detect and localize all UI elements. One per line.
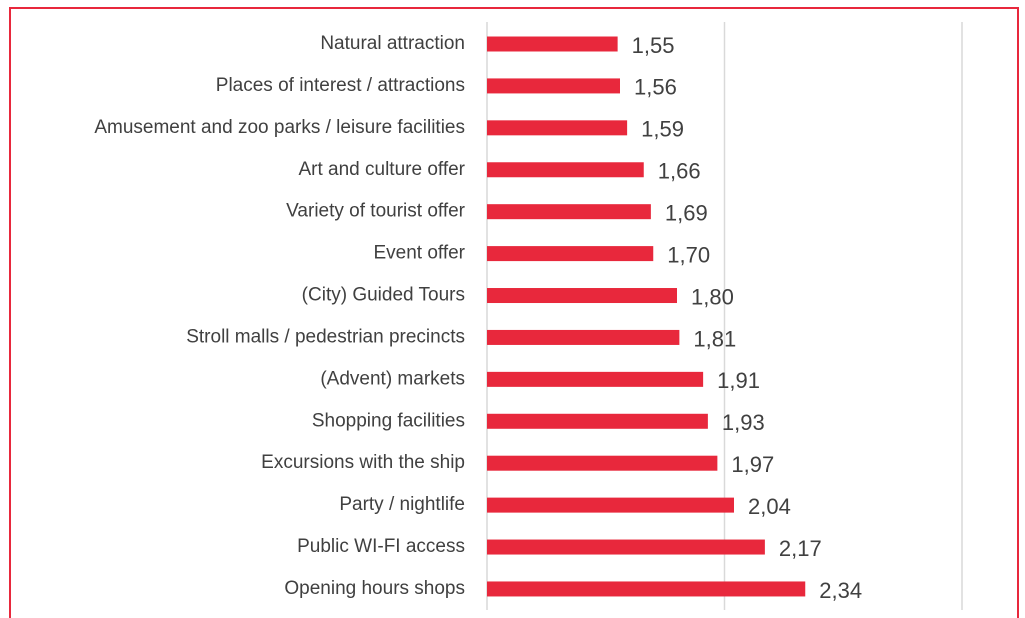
y-tick-label: Public WI-FI access	[297, 536, 465, 557]
data-label: 1,56	[634, 75, 677, 100]
y-tick-label: (City) Guided Tours	[302, 285, 465, 306]
data-label: 1,81	[693, 326, 736, 351]
frame	[9, 7, 1019, 618]
data-label: 1,69	[665, 200, 708, 225]
data-label: 1,70	[667, 242, 710, 267]
bar	[487, 246, 654, 262]
data-label: 1,80	[691, 284, 734, 309]
y-tick-label: Excursions with the ship	[261, 452, 465, 473]
data-label: 1,66	[658, 159, 701, 184]
bar	[487, 288, 677, 304]
bar	[487, 455, 718, 471]
y-tick-label: Stroll malls / pedestrian precincts	[186, 326, 465, 347]
bar	[487, 413, 708, 429]
y-tick-label: Opening hours shops	[284, 578, 465, 599]
y-tick-label: Art and culture offer	[298, 159, 465, 180]
bar	[487, 120, 628, 136]
y-tick-label: (Advent) markets	[320, 368, 465, 389]
y-tick-label: Variety of tourist offer	[286, 201, 465, 222]
bar	[487, 581, 806, 597]
y-tick-label: Event offer	[373, 243, 465, 264]
data-label: 1,91	[717, 368, 760, 393]
data-label: 1,55	[632, 33, 675, 58]
data-label: 1,59	[641, 117, 684, 142]
bar	[487, 497, 734, 513]
y-tick-label: Amusement and zoo parks / leisure facili…	[94, 117, 465, 138]
bar	[487, 162, 644, 178]
data-label: 2,34	[819, 578, 862, 603]
data-label: 1,93	[722, 410, 765, 435]
bar	[487, 204, 651, 220]
bar	[487, 78, 620, 94]
y-tick-label: Natural attraction	[320, 33, 465, 54]
bar	[487, 36, 618, 52]
bar	[487, 329, 680, 345]
y-tick-label: Shopping facilities	[312, 410, 465, 431]
bar	[487, 539, 765, 555]
data-label: 1,97	[731, 452, 774, 477]
y-tick-label: Party / nightlife	[339, 494, 465, 515]
y-tick-label: Places of interest / attractions	[216, 75, 465, 96]
bar	[487, 371, 704, 387]
data-label: 2,17	[779, 536, 822, 561]
data-label: 2,04	[748, 494, 791, 519]
